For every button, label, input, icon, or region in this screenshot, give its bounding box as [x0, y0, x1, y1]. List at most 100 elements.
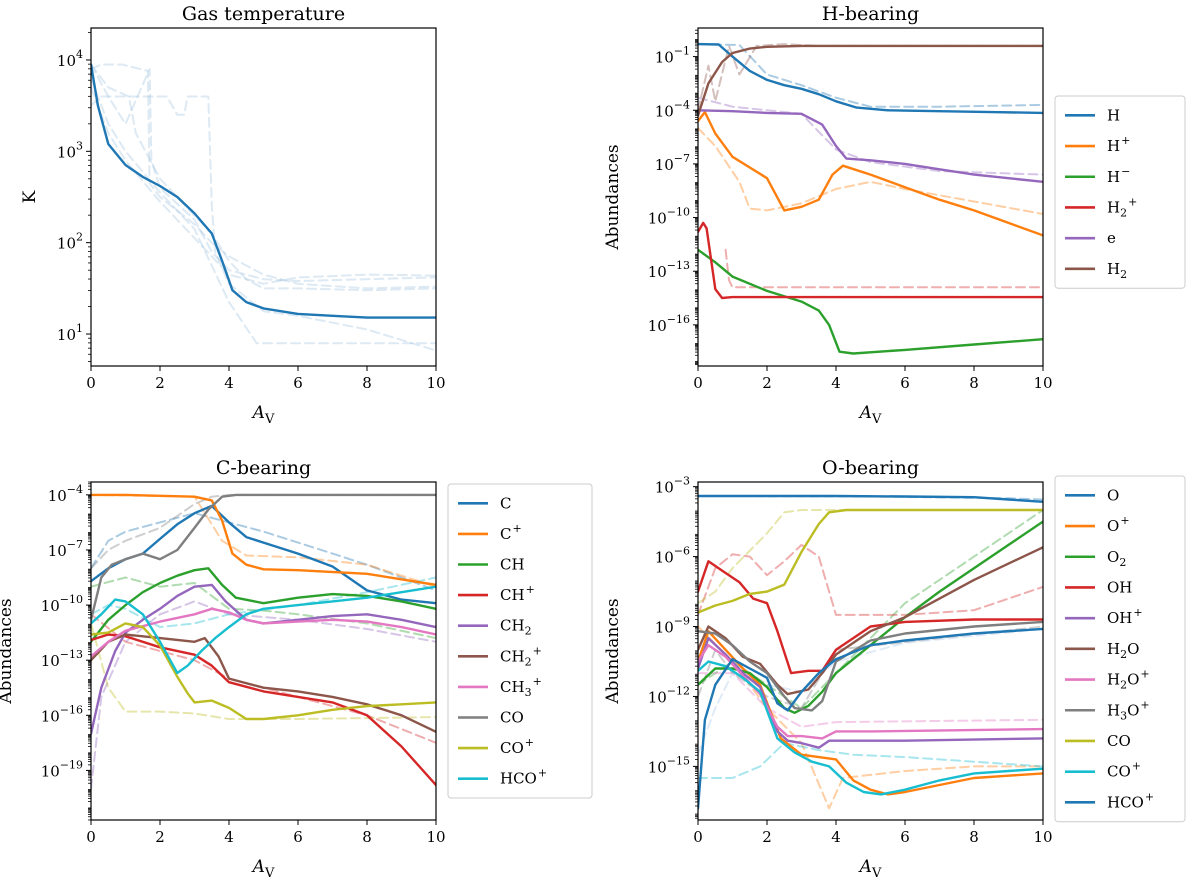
x-tick-label: 0 [86, 374, 96, 392]
y-tick-label: 10−9 [655, 615, 690, 637]
y-tick-label: 10−3 [655, 475, 690, 497]
x-tick-label: 0 [693, 374, 703, 392]
x-tick-label: 2 [762, 828, 772, 846]
x-tick-label: 2 [762, 374, 772, 392]
legend: O O+ O2 OH OH+ H2O H2O+ H3O+ CO CO+ HCO+ [1054, 475, 1186, 823]
plot-frame [90, 481, 437, 821]
series-line-18 [698, 627, 1043, 810]
plot-frame [697, 27, 1044, 367]
series-line-6 [91, 633, 436, 787]
series-group [91, 63, 436, 352]
x-axis-label: AV [858, 857, 882, 881]
chart-title: H-bearing [822, 3, 919, 25]
x-tick-label: 8 [969, 828, 979, 846]
series-line-3 [698, 127, 1043, 215]
y-tick-label: 10−7 [655, 152, 690, 174]
series-line-1 [91, 512, 436, 592]
series-line-5 [91, 576, 436, 640]
x-tick-label: 10 [1033, 828, 1052, 846]
series-line-9 [698, 44, 1043, 117]
series-line-4 [698, 248, 1043, 355]
series-line-2 [698, 110, 1043, 237]
y-tick-label: 10−16 [41, 703, 83, 725]
y-tick-label: 10−19 [41, 758, 83, 780]
legend-label: C+ [500, 522, 522, 543]
legend-box [1054, 475, 1186, 823]
series-line-7 [698, 543, 1043, 616]
series-group [698, 42, 1043, 355]
y-axis-label: K [20, 190, 40, 203]
x-tick-label: 8 [969, 374, 979, 392]
x-tick-label: 2 [155, 374, 165, 392]
legend: H H+ H− H2+ e H2 [1054, 95, 1186, 289]
y-tick-label: 10−13 [648, 259, 690, 281]
x-tick-label: 6 [293, 828, 303, 846]
x-tick-label: 8 [362, 374, 372, 392]
chart-title: C-bearing [216, 457, 311, 479]
y-tick-label: 10−1 [655, 45, 690, 67]
series-line-5 [698, 509, 1043, 710]
x-tick-label: 6 [900, 828, 910, 846]
y-tick-label: 10−7 [48, 538, 83, 560]
legend-box [1054, 95, 1186, 289]
series-line-11 [91, 607, 436, 658]
series-line-13 [91, 493, 436, 570]
x-tick-label: 8 [362, 828, 372, 846]
x-axis-label: AV [251, 403, 275, 427]
x-tick-label: 0 [693, 828, 703, 846]
y-tick-label: 10−4 [48, 483, 83, 505]
series-line-3 [698, 625, 1043, 810]
legend-label: H [1107, 106, 1120, 124]
series-line-1 [698, 43, 1043, 108]
legend: C C+ CH CH+ CH2 CH2+ CH3+ CO CO+ HCO+ [447, 483, 593, 799]
y-tick-label: 10−16 [648, 313, 690, 335]
legend-label: CO [1107, 732, 1131, 750]
legend-label: H2O+ [1107, 668, 1150, 692]
x-tick-label: 2 [155, 828, 165, 846]
legend-box [447, 483, 593, 799]
series-line-6 [91, 86, 436, 285]
x-tick-label: 10 [426, 828, 445, 846]
legend-label: H+ [1107, 134, 1130, 155]
series-line-0 [698, 494, 1043, 503]
series-line-0 [698, 42, 1043, 115]
legend-label: OH [1107, 578, 1132, 596]
x-tick-label: 6 [293, 374, 303, 392]
legend-label: H2+ [1107, 195, 1137, 219]
series-line-3 [91, 63, 436, 290]
series-line-3 [91, 493, 436, 588]
x-tick-label: 10 [1033, 374, 1052, 392]
y-tick-label: 104 [57, 48, 83, 70]
series-line-12 [91, 493, 436, 621]
legend-label: O+ [1107, 514, 1130, 535]
y-tick-label: 10−15 [648, 754, 690, 776]
panel-3: 0 2 4 6 8 10 10−15 10−12 10−9 10−6 10−3 O-bearing AV… [603, 457, 1186, 881]
legend-label: H2 [1107, 260, 1127, 281]
legend-label: CO+ [1107, 760, 1141, 781]
series-line-10 [698, 43, 1043, 112]
series-line-16 [698, 660, 1043, 796]
y-axis-label: Abundances [603, 598, 623, 704]
legend-label: CO [500, 709, 524, 727]
series-line-10 [698, 644, 1043, 740]
series-line-14 [91, 622, 436, 721]
legend-label: O [1107, 486, 1119, 504]
legend-label: H3O+ [1107, 698, 1150, 722]
legend-label: H− [1107, 165, 1130, 186]
series-line-7 [91, 613, 436, 744]
series-line-7 [698, 109, 1043, 183]
legend-label: CH2+ [500, 644, 542, 668]
series-line-8 [698, 637, 1043, 749]
legend-label: CO+ [500, 736, 534, 757]
x-axis-label: AV [858, 403, 882, 427]
plot-frame [697, 481, 1044, 821]
legend-label: HCO+ [1107, 790, 1154, 811]
y-axis-label: Abundances [0, 598, 16, 704]
series-group [698, 494, 1043, 810]
series-line-5 [698, 221, 1043, 300]
y-tick-label: 10−12 [648, 684, 690, 706]
y-tick-label: 10−10 [41, 593, 83, 615]
series-line-8 [91, 583, 436, 735]
series-line-2 [698, 630, 1043, 796]
